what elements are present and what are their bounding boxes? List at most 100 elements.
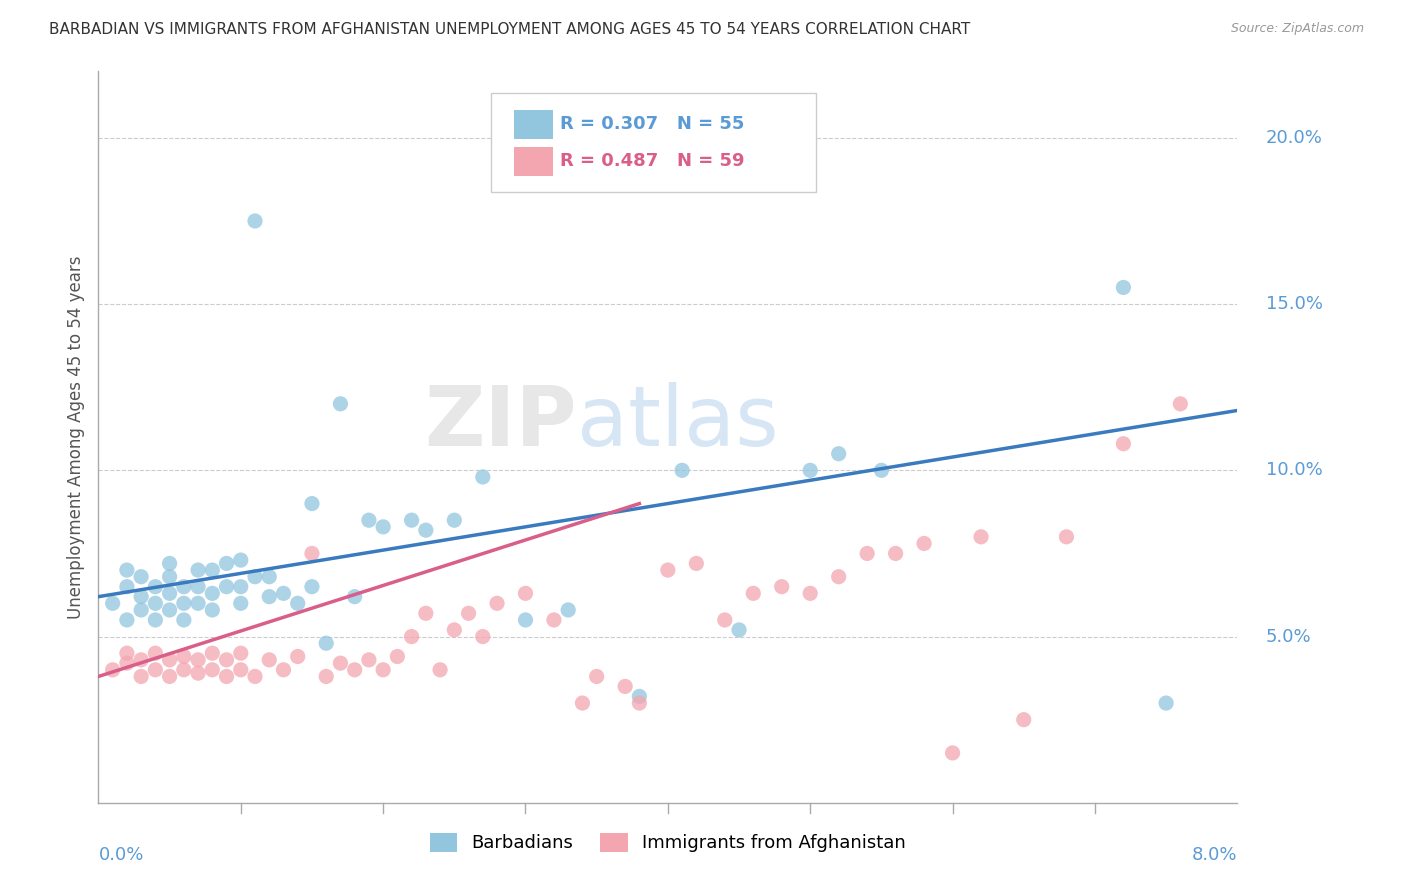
Point <box>215 580 238 594</box>
Point <box>159 669 181 683</box>
Point <box>229 596 252 610</box>
Point <box>259 653 281 667</box>
Text: 8.0%: 8.0% <box>1192 846 1237 864</box>
Point <box>912 536 935 550</box>
Point <box>187 580 209 594</box>
Point <box>145 613 167 627</box>
Point <box>515 613 537 627</box>
Point <box>387 649 409 664</box>
Point <box>129 590 152 604</box>
Point <box>357 653 380 667</box>
Point <box>315 636 337 650</box>
Point <box>486 596 509 610</box>
FancyBboxPatch shape <box>515 146 553 176</box>
Point <box>259 570 281 584</box>
Point <box>173 663 195 677</box>
Point <box>628 696 651 710</box>
Point <box>728 623 751 637</box>
Point <box>173 580 195 594</box>
Point <box>1012 713 1035 727</box>
Text: R = 0.307   N = 55: R = 0.307 N = 55 <box>560 115 744 133</box>
Point <box>415 523 437 537</box>
Point <box>159 653 181 667</box>
Point <box>301 580 323 594</box>
Text: 0.0%: 0.0% <box>98 846 143 864</box>
Point <box>115 580 138 594</box>
Point <box>742 586 765 600</box>
Point <box>173 649 195 664</box>
Point <box>215 557 238 571</box>
Point <box>187 666 209 681</box>
Point <box>371 663 394 677</box>
Point <box>571 696 593 710</box>
Point <box>343 590 366 604</box>
Text: 10.0%: 10.0% <box>1265 461 1323 479</box>
FancyBboxPatch shape <box>515 110 553 139</box>
Point <box>357 513 380 527</box>
Point <box>187 653 209 667</box>
Point <box>273 586 295 600</box>
Point <box>443 513 465 527</box>
Point <box>471 630 494 644</box>
Y-axis label: Unemployment Among Ages 45 to 54 years: Unemployment Among Ages 45 to 54 years <box>66 255 84 619</box>
Point <box>870 463 893 477</box>
Point <box>243 214 266 228</box>
Point <box>884 546 907 560</box>
FancyBboxPatch shape <box>491 94 815 192</box>
Point <box>101 596 124 610</box>
Point <box>159 557 181 571</box>
Point <box>770 580 793 594</box>
Text: 20.0%: 20.0% <box>1265 128 1323 147</box>
Point <box>415 607 437 621</box>
Point <box>799 586 821 600</box>
Text: ZIP: ZIP <box>425 382 576 463</box>
Point <box>301 497 323 511</box>
Text: BARBADIAN VS IMMIGRANTS FROM AFGHANISTAN UNEMPLOYMENT AMONG AGES 45 TO 54 YEARS : BARBADIAN VS IMMIGRANTS FROM AFGHANISTAN… <box>49 22 970 37</box>
Point <box>201 563 224 577</box>
Point <box>515 586 537 600</box>
Text: 15.0%: 15.0% <box>1265 295 1323 313</box>
Point <box>215 669 238 683</box>
Point <box>145 646 167 660</box>
Point <box>1112 280 1135 294</box>
Point <box>173 613 195 627</box>
Point <box>585 669 607 683</box>
Point <box>543 613 565 627</box>
Point <box>671 463 693 477</box>
Point <box>201 586 224 600</box>
Point <box>1112 436 1135 450</box>
Point <box>471 470 494 484</box>
Point <box>159 586 181 600</box>
Point <box>856 546 879 560</box>
Point <box>173 596 195 610</box>
Point <box>301 546 323 560</box>
Point <box>159 570 181 584</box>
Point <box>187 563 209 577</box>
Point <box>443 623 465 637</box>
Point <box>115 646 138 660</box>
Point <box>229 580 252 594</box>
Point <box>243 570 266 584</box>
Point <box>1170 397 1192 411</box>
Point <box>799 463 821 477</box>
Point <box>243 669 266 683</box>
Point <box>657 563 679 577</box>
Point <box>201 663 224 677</box>
Point <box>1056 530 1078 544</box>
Point <box>942 746 965 760</box>
Point <box>614 680 637 694</box>
Point <box>259 590 281 604</box>
Point <box>685 557 707 571</box>
Point <box>229 663 252 677</box>
Point <box>115 613 138 627</box>
Point <box>129 653 152 667</box>
Point <box>273 663 295 677</box>
Point <box>101 663 124 677</box>
Point <box>287 649 309 664</box>
Point <box>315 669 337 683</box>
Point <box>828 447 851 461</box>
Point <box>229 553 252 567</box>
Point <box>628 690 651 704</box>
Point <box>714 613 737 627</box>
Legend: Barbadians, Immigrants from Afghanistan: Barbadians, Immigrants from Afghanistan <box>423 826 912 860</box>
